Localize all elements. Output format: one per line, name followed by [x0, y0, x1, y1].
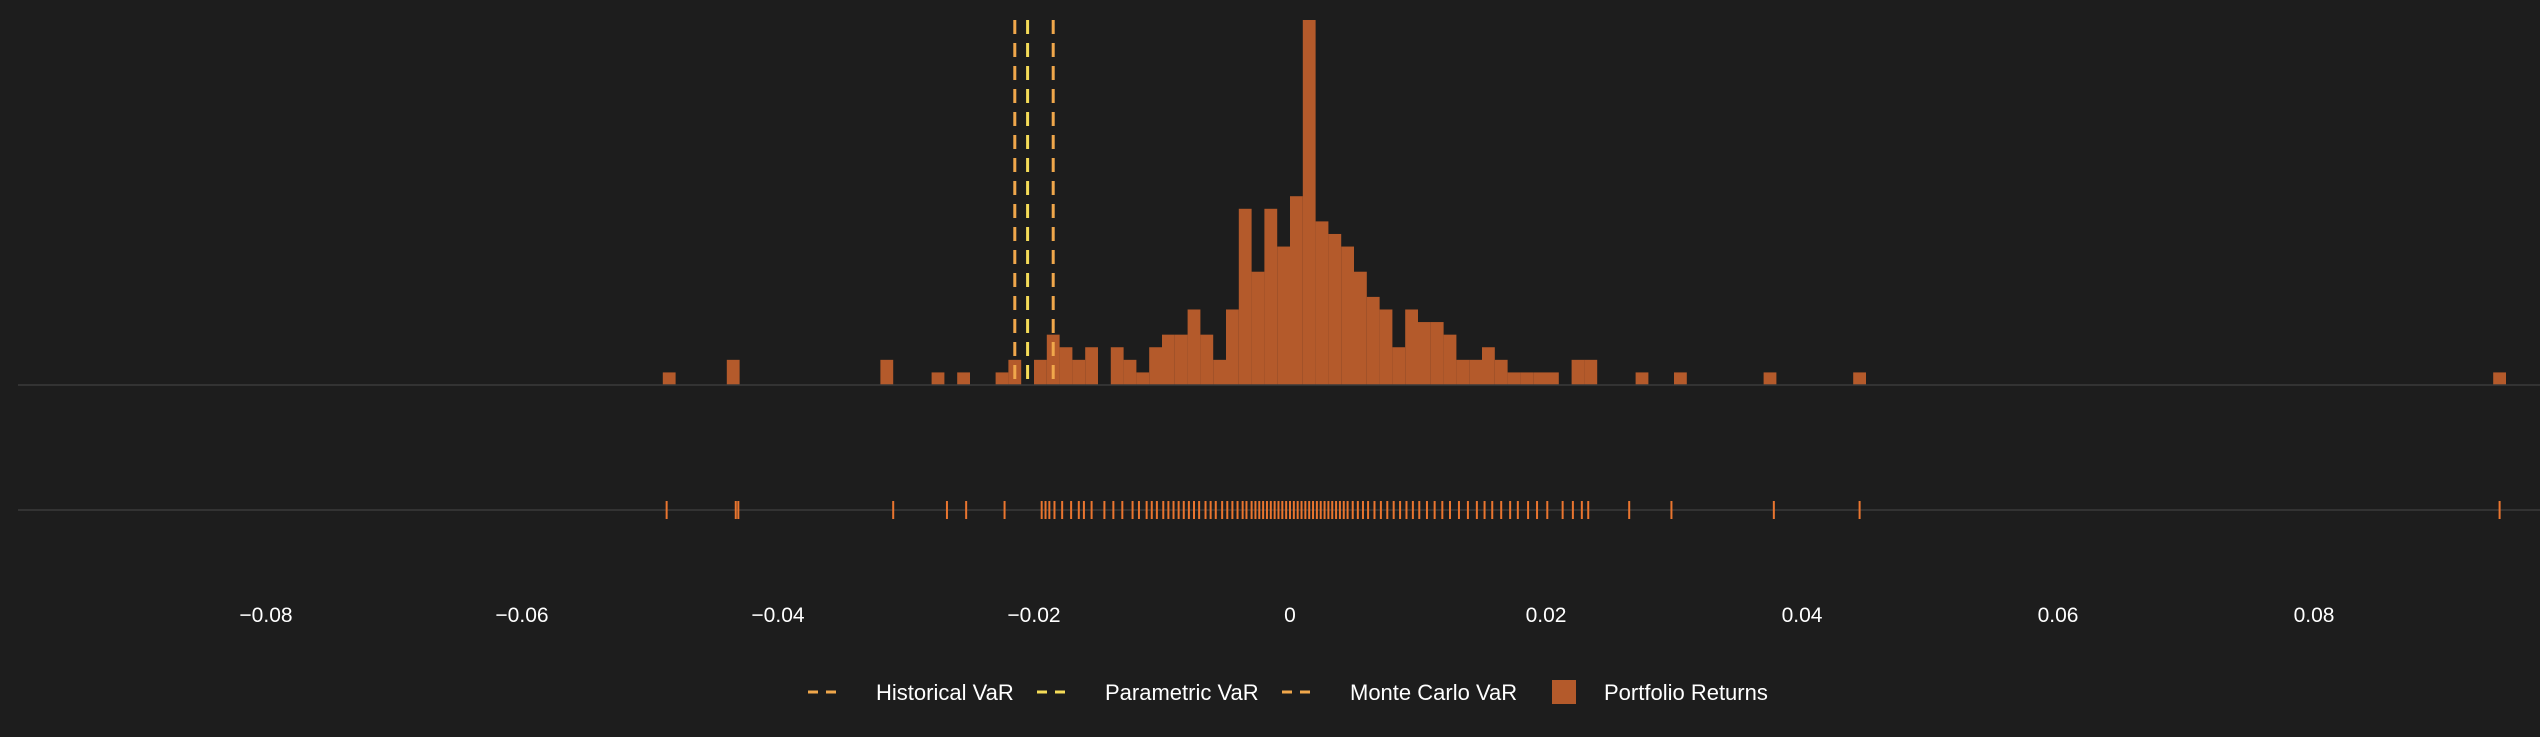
histogram-bar — [1238, 208, 1252, 385]
rug-group — [665, 501, 2501, 519]
histogram-bar — [1264, 208, 1278, 385]
histogram-bar — [662, 372, 676, 385]
x-tick-label: −0.02 — [1007, 604, 1060, 627]
histogram-bar — [1379, 309, 1393, 385]
histogram-group — [662, 20, 2506, 385]
histogram-bar — [1213, 359, 1226, 385]
histogram-bar — [1546, 372, 1559, 385]
var-lines-group — [1013, 20, 1055, 385]
histogram-bar — [726, 359, 740, 385]
legend-label: Parametric VaR — [1105, 680, 1259, 705]
histogram-bar — [1302, 20, 1316, 385]
axis-lines-group — [18, 384, 2540, 511]
histogram-bar — [1456, 359, 1470, 385]
histogram-bar — [931, 372, 945, 385]
histogram-bar — [1341, 246, 1354, 385]
legend-item: Parametric VaR — [1037, 680, 1259, 705]
x-tick-label: −0.08 — [239, 604, 292, 627]
histogram-bar — [1533, 372, 1546, 385]
histogram-bar — [1763, 372, 1777, 385]
legend: Historical VaR Parametric VaR Monte Carlo … — [808, 680, 1768, 705]
histogram-bar — [1110, 347, 1124, 385]
histogram-bar — [880, 359, 894, 385]
histogram-bar — [1405, 309, 1418, 385]
histogram-bar — [1072, 359, 1086, 385]
legend-label: Portfolio Returns — [1604, 680, 1768, 705]
histogram-bar — [1059, 347, 1073, 385]
histogram-bar — [1366, 296, 1380, 385]
legend-label: Historical VaR — [876, 680, 1014, 705]
histogram-bar — [957, 372, 970, 385]
histogram-bar — [1251, 271, 1265, 385]
histogram-bar — [1635, 372, 1649, 385]
histogram-bar — [1123, 359, 1137, 385]
histogram-bar — [1482, 347, 1495, 385]
x-tick-label: −0.04 — [751, 604, 804, 627]
histogram-bar — [1520, 372, 1534, 385]
histogram-bar — [1034, 359, 1047, 385]
histogram-bar — [1200, 334, 1214, 385]
histogram-bar — [1443, 334, 1457, 385]
histogram-bar — [1584, 359, 1598, 385]
x-tick-label: −0.06 — [495, 604, 548, 627]
histogram-bar — [1354, 271, 1367, 385]
legend-item: Monte Carlo VaR — [1282, 680, 1517, 705]
histogram-bar — [1085, 347, 1098, 385]
histogram-bar — [1571, 359, 1585, 385]
histogram-bar — [1315, 221, 1329, 385]
histogram-bar — [1226, 309, 1239, 385]
legend-label: Monte Carlo VaR — [1350, 680, 1517, 705]
histogram-bar — [1328, 233, 1342, 385]
histogram-bar — [1507, 372, 1521, 385]
histogram-bar — [1174, 334, 1188, 385]
histogram-bar — [1853, 372, 1866, 385]
histogram-bar — [1469, 359, 1482, 385]
histogram-bar — [2493, 372, 2506, 385]
histogram-bar — [1277, 246, 1290, 385]
legend-item: Portfolio Returns — [1552, 680, 1768, 705]
histogram-bar — [1418, 322, 1431, 385]
histogram-bar — [995, 372, 1009, 385]
x-tick-label: 0.08 — [2294, 604, 2335, 627]
x-tick-label: 0 — [1284, 604, 1296, 627]
legend-swatch-icon — [1552, 680, 1576, 704]
histogram-bar — [1136, 372, 1150, 385]
legend-item: Historical VaR — [808, 680, 1014, 705]
histogram-bar — [1392, 347, 1406, 385]
x-tick-label: 0.04 — [1782, 604, 1823, 627]
histogram-bar — [1149, 347, 1162, 385]
histogram-bar — [1494, 359, 1508, 385]
histogram-bar — [1430, 322, 1444, 385]
histogram-bar — [1674, 372, 1687, 385]
x-tick-labels-group: −0.08 −0.06 −0.04 −0.02 0 0.02 0.04 0.06 0.08 — [239, 604, 2334, 627]
histogram-bar — [1290, 196, 1303, 385]
histogram-bar — [1046, 334, 1060, 385]
histogram-bar — [1162, 334, 1175, 385]
x-tick-label: 0.02 — [1526, 604, 1567, 627]
histogram-bar — [1187, 309, 1201, 385]
x-tick-label: 0.06 — [2038, 604, 2079, 627]
